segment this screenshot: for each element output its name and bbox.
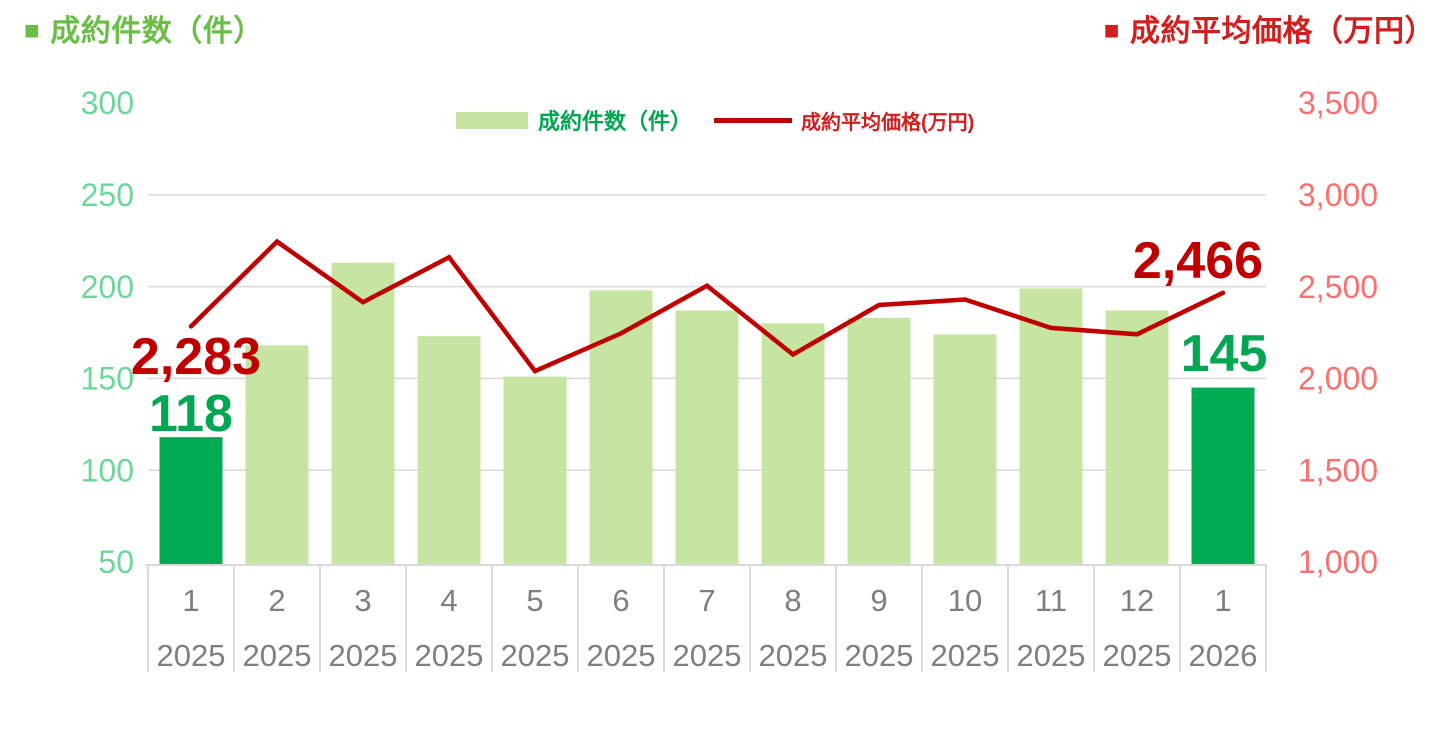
bar-2026-1 xyxy=(1191,387,1255,564)
right-axis-title-text: 成約平均価格（万円） xyxy=(1130,15,1435,48)
x-axis-year-label: 2026 xyxy=(1189,638,1258,673)
right-axis-tick-label: 1,500 xyxy=(1298,452,1378,488)
bar-2025-10 xyxy=(933,334,997,564)
left-axis-tick-label: 250 xyxy=(81,177,134,213)
x-axis-month-label: 12 xyxy=(1120,583,1154,618)
price-data-label: 2,466 xyxy=(1133,232,1263,290)
price-data-label: 2,283 xyxy=(131,328,261,386)
x-axis-month-label: 11 xyxy=(1035,583,1067,618)
bar-2025-12 xyxy=(1105,310,1169,564)
right-axis-tick-label: 3,500 xyxy=(1298,85,1378,121)
left-axis-tick-label: 50 xyxy=(98,544,134,580)
x-axis-month-label: 9 xyxy=(870,583,887,618)
bar-2025-1 xyxy=(159,437,223,564)
right-axis-tick-label: 2,500 xyxy=(1298,269,1378,305)
bar-2025-5 xyxy=(503,376,567,564)
legend-bar-swatch-icon xyxy=(456,111,528,129)
x-axis-year-label: 2025 xyxy=(329,638,398,673)
count-data-label: 118 xyxy=(149,385,233,443)
x-axis-year-label: 2025 xyxy=(587,638,656,673)
x-axis-year-label: 2025 xyxy=(157,638,226,673)
count-data-label: 145 xyxy=(1181,325,1268,383)
legend-bars-label: 成約件数（件） xyxy=(538,109,693,134)
left-axis-title-text: 成約件数（件） xyxy=(50,15,264,48)
x-axis-month-label: 5 xyxy=(526,583,543,618)
right-axis-tick-label: 3,000 xyxy=(1298,177,1378,213)
x-axis-month-label: 7 xyxy=(698,583,715,618)
left-axis-tick-label: 100 xyxy=(81,452,134,488)
x-axis-month-label: 2 xyxy=(268,583,285,618)
x-axis-year-label: 2025 xyxy=(1017,638,1086,673)
x-axis-year-label: 2025 xyxy=(1103,638,1172,673)
x-axis-year-label: 2025 xyxy=(845,638,914,673)
price-line xyxy=(188,238,1226,374)
x-axis-year-label: 2025 xyxy=(415,638,484,673)
x-axis-year-label: 2025 xyxy=(243,638,312,673)
chart-legend: 成約件数（件） 成約平均価格(万円) xyxy=(456,104,974,136)
x-axis-year-label: 2025 xyxy=(673,638,742,673)
red-square-icon: ■ xyxy=(1103,15,1120,45)
legend-line-label: 成約平均価格(万円) xyxy=(801,111,975,134)
x-axis-year-label: 2025 xyxy=(931,638,1000,673)
x-axis-month-label: 10 xyxy=(948,583,982,618)
x-axis-month-label: 8 xyxy=(784,583,801,618)
bar-2025-2 xyxy=(245,345,309,564)
right-axis-title: ■ 成約平均価格（万円） xyxy=(1104,6,1435,50)
legend-line-swatch-icon xyxy=(714,117,793,123)
bar-2025-7 xyxy=(675,310,739,564)
right-axis-tick-label: 2,000 xyxy=(1298,361,1378,397)
x-axis-month-label: 6 xyxy=(612,583,629,618)
left-axis-tick-label: 150 xyxy=(81,361,134,397)
x-axis-year-label: 2025 xyxy=(501,638,570,673)
x-axis-month-label: 3 xyxy=(354,583,371,618)
x-axis-month-label: 1 xyxy=(182,583,199,618)
bar-2025-8 xyxy=(761,323,825,564)
left-axis-tick-label: 300 xyxy=(81,85,134,121)
x-axis-year-label: 2025 xyxy=(759,638,828,673)
bar-2025-3 xyxy=(331,262,395,564)
bar-2025-6 xyxy=(589,290,653,564)
left-axis-title: ■ 成約件数（件） xyxy=(24,6,264,50)
green-square-icon: ■ xyxy=(24,15,41,45)
bar-2025-11 xyxy=(1019,288,1083,564)
bar-2025-4 xyxy=(417,336,481,564)
x-axis-month-label: 1 xyxy=(1214,583,1231,618)
left-axis-tick-label: 200 xyxy=(81,269,134,305)
bar-2025-9 xyxy=(847,317,911,564)
x-axis-month-label: 4 xyxy=(440,583,457,618)
right-axis-tick-label: 1,000 xyxy=(1298,544,1378,580)
